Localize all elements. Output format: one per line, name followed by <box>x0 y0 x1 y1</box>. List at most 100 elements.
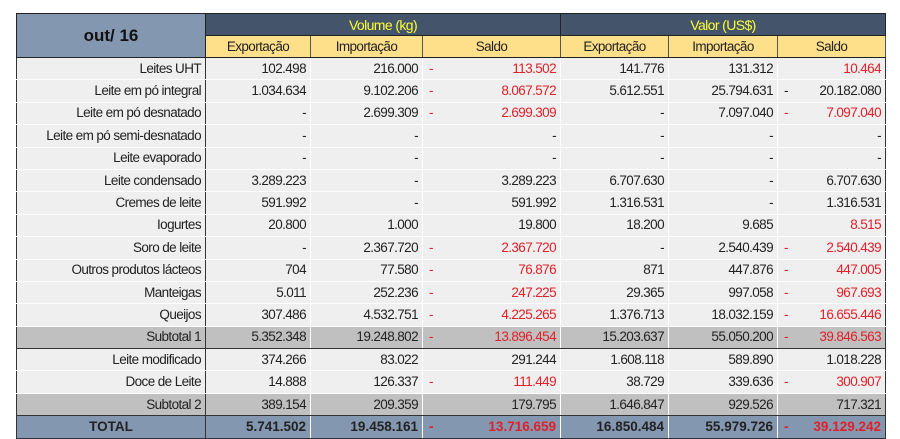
volume-balance-cell: 3.289.223 <box>422 169 561 193</box>
value-export-cell: 15.203.637 <box>560 325 669 350</box>
volume-export-cell: 14.888 <box>205 370 311 394</box>
value-balance-cell: - <box>777 124 886 148</box>
row-label: Leite em pó semi-desnatado <box>16 124 206 148</box>
negative-sign: - <box>784 374 788 390</box>
volume-balance-cell: 179.795 <box>422 392 561 417</box>
period-header: out/ 16 <box>16 13 206 58</box>
volume-import-cell: - <box>310 169 423 193</box>
row-label: Doce de Leite <box>16 370 206 394</box>
balance-value: 447.005 <box>836 262 881 278</box>
balance-value: 4.225.265 <box>501 306 556 322</box>
negative-sign: - <box>784 105 788 121</box>
volume-balance-cell: - 4.225.265 <box>422 303 561 327</box>
balance-value: - <box>877 127 881 143</box>
negative-sign <box>782 126 784 146</box>
balance-value: 111.449 <box>513 374 556 390</box>
volume-import-cell: 4.532.751 <box>310 303 423 327</box>
value-balance-cell: 8.515 <box>777 214 886 238</box>
volume-balance-cell: - 111.449 <box>422 370 561 394</box>
value-balance-cell: - 39.846.563 <box>777 325 886 350</box>
value-export-cell: 141.776 <box>560 57 669 81</box>
value-import-cell: 131.312 <box>668 57 778 81</box>
volume-balance-cell: - 8.067.572 <box>422 79 561 103</box>
value-import-cell: - <box>668 124 778 148</box>
table-row: Outros produtos lácteos 704 77.580-76.876 8… <box>16 259 886 282</box>
value-export-cell: 1.646.847 <box>560 392 669 417</box>
balance-value: 2.367.720 <box>501 239 556 255</box>
volume-balance-cell: - <box>422 124 561 148</box>
volume-balance-cell: - 76.876 <box>422 259 561 282</box>
col-header-val-balance: Saldo <box>777 35 886 58</box>
balance-value: 1.018.228 <box>826 351 881 367</box>
balance-value: 179.795 <box>511 396 556 412</box>
volume-import-cell: 9.102.206 <box>310 79 423 103</box>
value-balance-cell: - 300.907 <box>777 370 886 394</box>
volume-export-cell: 704 <box>205 259 311 282</box>
volume-balance-cell: - <box>422 147 561 170</box>
volume-export-cell: 307.486 <box>205 303 311 327</box>
value-import-cell: 7.097.040 <box>668 102 778 126</box>
row-label: Leite modificado <box>16 348 206 372</box>
negative-sign: - <box>784 306 788 322</box>
negative-sign: - <box>784 284 788 300</box>
value-export-cell: 5.612.551 <box>560 79 669 103</box>
value-export-cell: 18.200 <box>560 214 669 238</box>
negative-sign <box>427 171 429 191</box>
col-header-vol-balance: Saldo <box>422 35 561 58</box>
volume-balance-cell: - 13.896.454 <box>422 325 561 350</box>
negative-sign: - <box>429 329 433 345</box>
value-export-cell: 6.707.630 <box>560 169 669 193</box>
volume-export-cell: 389.154 <box>205 392 311 417</box>
balance-value: 2.540.439 <box>826 239 881 255</box>
row-label: Iogurtes <box>16 214 206 238</box>
value-balance-cell: - 2.540.439 <box>777 236 886 260</box>
volume-export-cell: 102.498 <box>205 57 311 81</box>
value-export-cell: 1.376.713 <box>560 303 669 327</box>
volume-balance-cell: 291.244 <box>422 348 561 372</box>
row-label: Cremes de leite <box>16 191 206 215</box>
volume-export-cell: - <box>205 102 311 126</box>
balance-value: 76.876 <box>518 262 556 278</box>
value-balance-cell: - 447.005 <box>777 259 886 282</box>
table-row: Doce de Leite 14.888 126.337-111.449 38.729… <box>16 370 886 394</box>
negative-sign <box>782 395 784 415</box>
balance-value: 39.846.563 <box>819 329 881 345</box>
table-row: Leite modificado 374.266 83.022 291.244 1.60… <box>16 348 886 372</box>
row-label: Queijos <box>16 303 206 327</box>
value-export-cell: 871 <box>560 259 669 282</box>
value-export-cell: - <box>560 236 669 260</box>
negative-sign: - <box>784 239 788 255</box>
value-balance-cell: 10.464 <box>777 57 886 81</box>
value-balance-cell: - 7.097.040 <box>777 102 886 126</box>
volume-import-cell: - <box>310 147 423 170</box>
value-export-cell: - <box>560 102 669 126</box>
volume-export-cell: - <box>205 147 311 170</box>
balance-value: 19.800 <box>518 217 556 233</box>
volume-export-cell: 1.034.634 <box>205 79 311 103</box>
value-export-cell: 1.608.118 <box>560 348 669 372</box>
value-import-cell: 339.636 <box>668 370 778 394</box>
volume-balance-cell: - 2.699.309 <box>422 102 561 126</box>
negative-sign: - <box>784 83 788 99</box>
negative-sign: - <box>429 105 433 121</box>
table-row: Leite evaporado - - - - - - <box>16 147 886 170</box>
balance-value: - <box>552 150 556 166</box>
volume-import-cell: - <box>310 124 423 148</box>
value-export-cell: 16.850.484 <box>560 415 669 439</box>
negative-sign: - <box>429 83 433 99</box>
value-export-cell: 38.729 <box>560 370 669 394</box>
balance-value: - <box>552 127 556 143</box>
row-label: Leite condensado <box>16 169 206 193</box>
value-balance-cell: - 16.655.446 <box>777 303 886 327</box>
table-row: Leites UHT 102.498 216.000-113.502 141.776 1… <box>16 57 886 81</box>
row-label: Outros produtos lácteos <box>16 259 206 282</box>
volume-import-cell: 209.359 <box>310 392 423 417</box>
row-label: Manteigas <box>16 281 206 305</box>
col-header-val-export: Exportação <box>560 35 669 58</box>
balance-value: 717.321 <box>836 396 881 412</box>
value-import-cell: - <box>668 147 778 170</box>
subtotal-row: Subtotal 1 5.352.348 19.248.802-13.896.454… <box>16 325 886 350</box>
volume-import-cell: 77.580 <box>310 259 423 282</box>
row-label: Leites UHT <box>16 57 206 81</box>
volume-balance-cell: 19.800 <box>422 214 561 238</box>
